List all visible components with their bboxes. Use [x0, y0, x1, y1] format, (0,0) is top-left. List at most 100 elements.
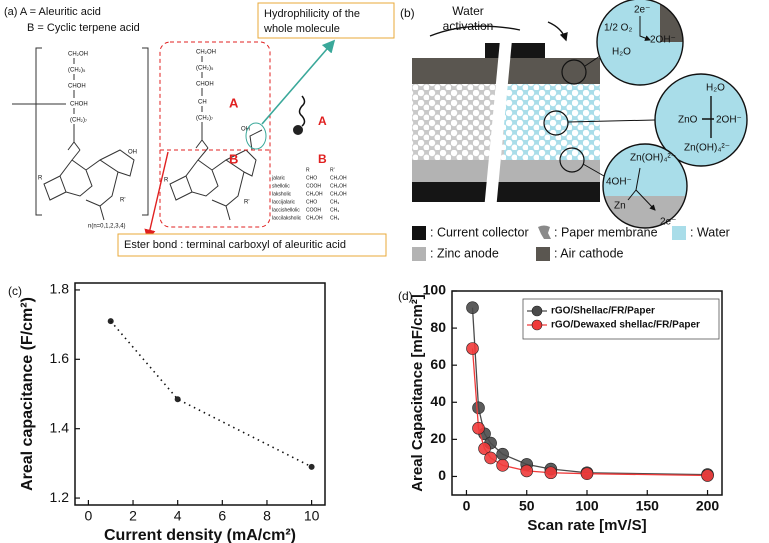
chain-left: CH₂OH (CH₂)₅ CHOH CHOH (CH₂)₇ [67, 52, 88, 151]
chem-text: Zn [614, 201, 626, 212]
legend-label: : Zinc anode [430, 246, 499, 260]
panel-label: (a) A = Aleuritic acid [4, 6, 101, 18]
atom-label: R [164, 178, 169, 184]
y-axis-title: Areal Capacitance [mF/cm²] [409, 294, 426, 492]
region-label: B [229, 151, 238, 166]
table-cell: CHO [306, 175, 317, 181]
table-cell: laksholic [272, 191, 292, 197]
y-tick-label: 20 [430, 430, 446, 446]
atom-label: OH [241, 127, 250, 133]
callout-text: Hydrophilicity of the [264, 8, 360, 20]
legend: : Current collector: Paper membrane: Wat… [412, 225, 730, 261]
current-collector [412, 182, 600, 202]
chem-text: H₂O [612, 47, 631, 58]
data-point [466, 301, 479, 314]
panel-a: (a) A = Aleuritic acid B = Cyclic terpen… [4, 2, 395, 257]
highlight [245, 122, 267, 150]
chain-text: (CH₂)₅ [68, 68, 86, 74]
data-point [496, 459, 509, 472]
callout-box [117, 233, 387, 257]
x-tick-label: 150 [636, 498, 660, 514]
arrow [547, 21, 568, 42]
y-tick-label: 40 [430, 393, 446, 409]
chem-text: 2e⁻ [634, 5, 650, 16]
x-tick-label: 10 [304, 508, 320, 524]
y-tick-label: 0 [438, 467, 446, 483]
atom-label: R' [120, 198, 125, 204]
region-label: A [229, 95, 239, 110]
zoom-cathode [597, 0, 683, 85]
data-point [496, 447, 509, 461]
callout-text: Ester bond : terminal carboxyl of aleuri… [124, 239, 346, 251]
table-cell: laccilaksholic [272, 215, 302, 221]
chem-text: Zn(OH)₄²⁻ [684, 143, 730, 154]
y-tick-label: 1.2 [50, 489, 70, 505]
chem-text: 2e⁻ [660, 217, 676, 228]
arrow [429, 25, 521, 37]
legend-marker [531, 305, 543, 317]
substituent-table: R R' jalaric CHO CH₂OH shellolic COOH CH₂OH laks… [271, 167, 347, 221]
chain-text: (CH₂)₇ [196, 116, 213, 122]
legend-label: rGO/Shellac/FR/Paper [551, 306, 655, 317]
legend-swatch [412, 226, 426, 240]
plot-frame [74, 282, 326, 506]
y-tick-label: 80 [430, 319, 446, 335]
chain-text: CHOH [70, 102, 88, 108]
panel-label: (c) [8, 284, 22, 298]
data-point [107, 318, 114, 325]
cut [484, 40, 512, 210]
paper-membrane [412, 84, 504, 160]
legend-label: B [318, 152, 327, 166]
callout-text: whole molecule [263, 23, 340, 35]
chain-text: (CH₂)₅ [196, 66, 214, 72]
callout-box [257, 2, 395, 39]
data-point [466, 342, 479, 355]
table-cell: COOH [306, 207, 321, 213]
legend-swatch [412, 247, 426, 261]
table-cell: laccishellolic [272, 207, 300, 213]
data-point [478, 442, 491, 455]
legend-box [522, 298, 720, 340]
table-cell: CH₂OH [306, 215, 323, 221]
table-cell: laccijalaric [272, 199, 296, 205]
chem-text: 2OH⁻ [650, 35, 676, 46]
chem-text: 1/2 O₂ [604, 23, 632, 34]
legend-marker [531, 319, 543, 331]
data-line [110, 320, 312, 468]
data-point [484, 451, 497, 465]
bracket [142, 47, 149, 216]
legend-label: : Paper membrane [554, 225, 658, 239]
data-point [472, 421, 485, 435]
legend-swatch [672, 226, 686, 240]
x-tick-label: 100 [575, 498, 599, 514]
zinc-anode [412, 160, 600, 182]
chem-text: Zn(OH)₄²⁻ [630, 153, 676, 164]
panel-label: (b) [400, 6, 415, 20]
chem-text: ZnO [678, 115, 698, 126]
y-tick-label: 1.8 [50, 281, 70, 297]
x-tick-label: 0 [463, 498, 471, 514]
repeat-label: n(n=0,1,2,3,4) [88, 224, 126, 230]
x-tick-label: 8 [263, 508, 271, 524]
x-axis-title: Scan rate [mV/S] [527, 517, 646, 534]
y-tick-label: 100 [423, 282, 447, 298]
table-cell: CH₂OH [330, 183, 347, 189]
table-header: R' [330, 167, 335, 173]
chain-text: CH [198, 100, 207, 106]
bracket [35, 47, 42, 216]
legend-swatch [536, 247, 550, 261]
data-point [472, 401, 485, 415]
table-cell: CH₃ [330, 199, 339, 205]
atom-label: OH [128, 150, 137, 156]
y-tick-label: 1.6 [50, 350, 70, 366]
x-tick-label: 0 [84, 508, 92, 524]
chain-text: CH₂OH [68, 52, 88, 58]
ring [169, 129, 263, 221]
table-cell: CH₂OH [306, 191, 323, 197]
molecule-region [159, 41, 271, 228]
zoom-anode [603, 144, 687, 228]
x-tick-label: 50 [519, 498, 535, 514]
chem-text: 2OH⁻ [716, 115, 742, 126]
table-cell: CH₃ [330, 215, 339, 221]
table-cell: COOH [306, 183, 321, 189]
